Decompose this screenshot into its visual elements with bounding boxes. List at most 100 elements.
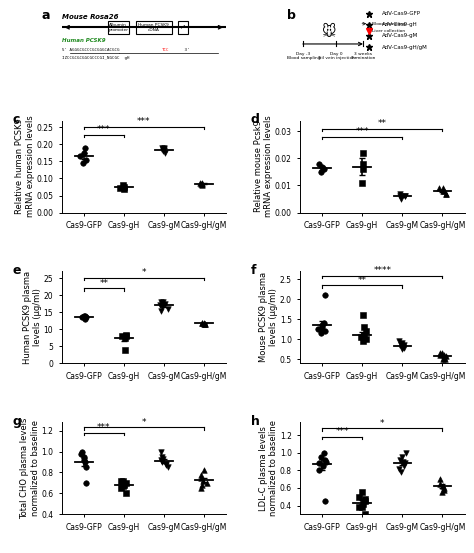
Point — [199, 476, 207, 485]
Text: ***: *** — [356, 127, 369, 136]
Point — [81, 452, 88, 461]
Point — [120, 185, 128, 194]
Point — [161, 148, 168, 157]
Point — [438, 488, 446, 497]
Point — [359, 499, 367, 508]
Point — [122, 332, 130, 341]
Point — [361, 494, 369, 503]
Point — [401, 192, 409, 201]
Point — [201, 320, 209, 328]
Text: Day 0
Tail vein injection: Day 0 Tail vein injection — [317, 51, 355, 60]
Point — [440, 351, 448, 360]
Point — [439, 355, 447, 364]
Text: ***: *** — [336, 427, 349, 436]
Point — [358, 179, 366, 187]
Point — [318, 323, 326, 332]
Point — [201, 466, 208, 475]
Point — [362, 510, 369, 519]
Text: 5' AGGGCGCCCGCGGGCACGCG: 5' AGGGCGCCCGCGGGCACGCG — [62, 48, 119, 51]
Point — [121, 346, 129, 354]
Point — [157, 298, 165, 306]
Point — [159, 145, 167, 154]
Text: b: b — [287, 8, 296, 22]
Point — [203, 478, 210, 487]
Y-axis label: Total CHO plasma levels
normalized to baseline: Total CHO plasma levels normalized to ba… — [20, 418, 40, 519]
Point — [160, 145, 167, 154]
Point — [157, 447, 165, 456]
Point — [396, 456, 403, 465]
Point — [197, 470, 205, 479]
Point — [117, 183, 124, 192]
Point — [357, 333, 365, 342]
Point — [440, 486, 448, 494]
Point — [158, 302, 165, 311]
Point — [82, 457, 89, 466]
Point — [119, 476, 127, 485]
Point — [440, 353, 448, 362]
Point — [164, 305, 172, 314]
Point — [361, 497, 369, 505]
Point — [401, 341, 408, 350]
Point — [156, 301, 164, 310]
Text: AdV-Cas9-GFP: AdV-Cas9-GFP — [383, 11, 421, 16]
Point — [360, 323, 367, 332]
Text: **: ** — [358, 275, 367, 285]
Point — [442, 354, 449, 363]
Point — [320, 165, 328, 174]
Text: d: d — [251, 113, 260, 126]
Point — [197, 473, 204, 482]
Point — [439, 482, 447, 491]
Point — [319, 462, 327, 471]
Text: pA: pA — [181, 25, 186, 29]
Point — [400, 344, 408, 353]
Point — [197, 484, 204, 493]
Point — [199, 481, 206, 489]
Text: 3': 3' — [182, 48, 189, 51]
Point — [363, 327, 370, 336]
Point — [319, 162, 326, 171]
Y-axis label: Human PCSK9 plasma
levels (μg/ml): Human PCSK9 plasma levels (μg/ml) — [23, 271, 42, 364]
Point — [159, 298, 167, 306]
Point — [399, 453, 406, 462]
Y-axis label: Relative mouse Pcsk9
mRNA expression levels: Relative mouse Pcsk9 mRNA expression lev… — [254, 116, 273, 217]
Point — [401, 462, 408, 471]
Text: c: c — [12, 113, 19, 126]
Point — [437, 349, 444, 358]
Point — [435, 184, 443, 192]
Y-axis label: Relative human PCSK9
mRNA expression levels: Relative human PCSK9 mRNA expression lev… — [16, 116, 35, 217]
Point — [80, 312, 87, 321]
Text: TCC: TCC — [162, 48, 169, 51]
Text: Liver collection: Liver collection — [373, 29, 406, 33]
Point — [359, 337, 366, 346]
Point — [439, 186, 447, 195]
Text: **: ** — [378, 119, 387, 128]
Point — [317, 453, 325, 462]
Point — [198, 180, 206, 189]
Point — [442, 189, 450, 198]
Point — [123, 489, 130, 498]
Text: h: h — [251, 415, 260, 428]
Point — [315, 466, 322, 475]
Point — [320, 319, 328, 328]
Text: ***: *** — [137, 117, 151, 126]
Point — [196, 178, 204, 187]
Point — [397, 189, 404, 198]
Text: ***: *** — [97, 423, 110, 432]
Point — [199, 180, 206, 189]
Point — [355, 503, 363, 512]
Point — [398, 345, 406, 354]
Point — [321, 497, 328, 505]
Point — [118, 476, 125, 485]
Text: f: f — [251, 264, 256, 277]
Text: *: * — [142, 268, 146, 278]
Point — [119, 181, 127, 190]
Point — [158, 457, 166, 466]
Point — [315, 159, 323, 168]
Point — [396, 465, 403, 473]
Point — [359, 149, 366, 158]
Point — [82, 313, 90, 322]
Point — [442, 352, 449, 361]
Point — [436, 475, 444, 484]
Point — [159, 455, 167, 463]
Text: ***: *** — [97, 125, 110, 134]
